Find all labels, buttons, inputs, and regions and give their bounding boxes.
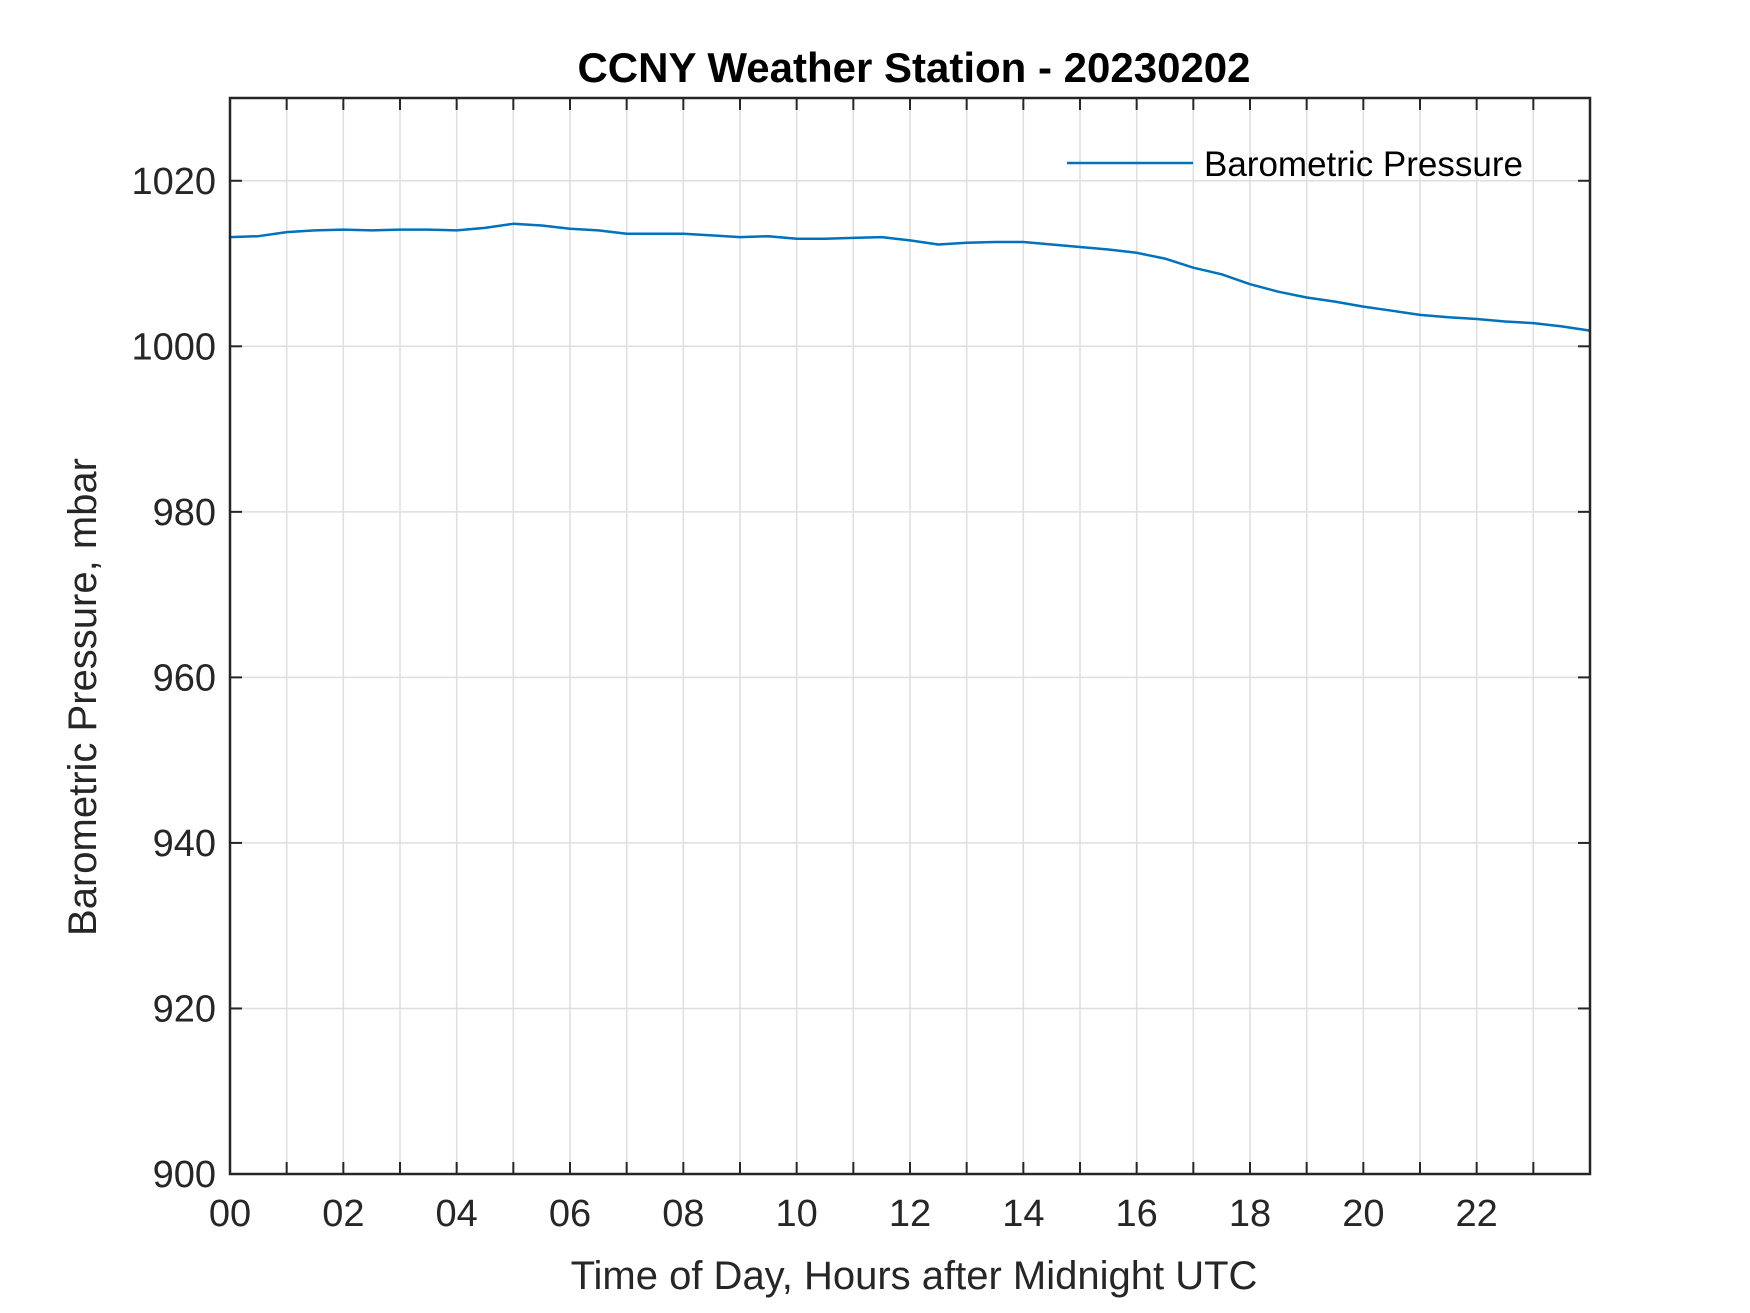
x-tick-label: 10 — [776, 1193, 818, 1235]
y-tick-label: 940 — [153, 823, 216, 865]
y-tick-labels: 900 920 940 960 980 1000 1020 — [131, 161, 216, 1196]
x-tick-label: 04 — [436, 1193, 478, 1235]
y-tick-label: 900 — [153, 1154, 216, 1196]
y-tick-label: 980 — [153, 492, 216, 534]
legend: Barometric Pressure — [1067, 145, 1523, 184]
chart-title: CCNY Weather Station - 20230202 — [577, 44, 1250, 91]
x-tick-label: 16 — [1116, 1193, 1158, 1235]
x-tick-labels: 00 02 04 06 08 10 12 14 16 18 20 22 — [209, 1193, 1498, 1235]
series-layer — [229, 222, 1591, 332]
grid — [230, 98, 1590, 1174]
x-tick-label: 14 — [1002, 1193, 1044, 1235]
x-axis-label: Time of Day, Hours after Midnight UTC — [571, 1254, 1258, 1298]
series-line-barometric-pressure — [229, 222, 1591, 332]
y-tick-label: 960 — [153, 657, 216, 699]
legend-entry-barometric-pressure: Barometric Pressure — [1204, 145, 1523, 184]
y-tick-label: 1020 — [131, 161, 216, 203]
x-tick-label: 08 — [662, 1193, 704, 1235]
x-tick-label: 22 — [1456, 1193, 1498, 1235]
y-axis-label: Barometric Pressure, mbar — [61, 458, 105, 936]
x-tick-label: 18 — [1229, 1193, 1271, 1235]
x-tick-label: 12 — [889, 1193, 931, 1235]
x-tick-label: 02 — [322, 1193, 364, 1235]
y-tick-label: 1000 — [131, 326, 216, 368]
x-tick-label: 00 — [209, 1193, 251, 1235]
y-tick-label: 920 — [153, 988, 216, 1030]
ticks — [229, 98, 1590, 1175]
x-tick-label: 06 — [549, 1193, 591, 1235]
x-tick-label: 20 — [1342, 1193, 1384, 1235]
